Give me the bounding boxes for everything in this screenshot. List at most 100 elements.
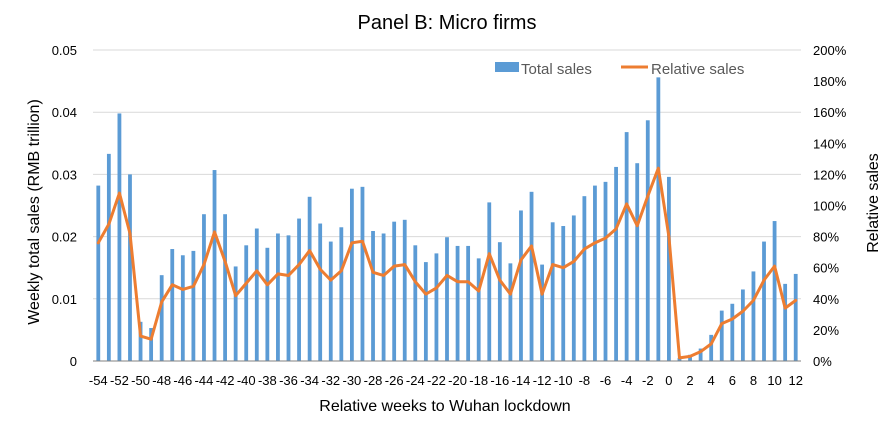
left-axis-ticks: 0 0.01 0.02 0.03 0.04 0.05 [52, 43, 77, 369]
x-tick-label: 2 [686, 373, 693, 388]
x-tick-label: -16 [490, 373, 509, 388]
x-tick-label: -40 [237, 373, 256, 388]
bar [180, 255, 185, 361]
bar [508, 263, 513, 361]
x-tick-label: 0 [665, 373, 672, 388]
legend-label-total-sales: Total sales [521, 61, 592, 78]
x-tick-label: -10 [554, 373, 573, 388]
bar [719, 310, 724, 361]
bar [96, 185, 101, 361]
bar [497, 242, 502, 361]
bar [191, 250, 196, 361]
x-tick-label: -2 [642, 373, 654, 388]
bar [381, 233, 386, 361]
bar [762, 241, 766, 361]
bar [624, 132, 629, 361]
bar [360, 186, 365, 361]
left-tick-label: 0.02 [52, 230, 77, 245]
bar [349, 188, 354, 361]
bar [276, 233, 280, 361]
x-tick-label: -14 [512, 373, 531, 388]
bar [540, 264, 545, 361]
right-tick-label: 180% [813, 74, 847, 89]
left-tick-label: 0 [70, 354, 77, 369]
x-tick-label: -36 [279, 373, 298, 388]
x-tick-label: -52 [110, 373, 129, 388]
bar [709, 334, 714, 361]
left-tick-label: 0.03 [52, 167, 77, 182]
bar [128, 174, 132, 361]
right-tick-label: 0% [813, 354, 832, 369]
x-tick-label: -4 [621, 373, 633, 388]
bar [413, 245, 418, 361]
bar [656, 77, 661, 362]
bar [307, 196, 312, 361]
x-tick-label: -44 [195, 373, 214, 388]
bar [487, 202, 492, 361]
left-tick-label: 0.05 [52, 43, 77, 58]
bar [593, 185, 597, 361]
bar [561, 226, 566, 361]
bar [170, 249, 175, 361]
bar [793, 273, 798, 361]
x-tick-label: -34 [300, 373, 319, 388]
x-tick-label: -6 [600, 373, 612, 388]
bar [434, 253, 439, 361]
x-tick-label: -54 [89, 373, 108, 388]
bar-series-total-sales [96, 77, 798, 362]
line-path [96, 166, 798, 360]
bar [402, 219, 407, 361]
bar [392, 221, 397, 361]
chart-title: Panel B: Micro firms [358, 12, 537, 34]
left-axis-title: Weekly total sales (RMB trillion) [26, 99, 43, 325]
bar [751, 271, 756, 361]
bar [571, 215, 576, 361]
bar [614, 166, 618, 361]
bar [772, 221, 777, 361]
x-tick-label: -38 [258, 373, 277, 388]
bar [603, 181, 608, 361]
left-tick-label: 0.04 [52, 105, 77, 120]
bar [740, 289, 745, 361]
x-tick-label: -26 [385, 373, 404, 388]
legend-swatch-total-sales [495, 62, 519, 72]
x-tick-label: -42 [216, 373, 235, 388]
bar [445, 237, 449, 361]
line-series-relative-sales [96, 166, 798, 360]
bar [233, 266, 238, 361]
bar [423, 262, 428, 361]
bar [202, 214, 206, 361]
bar [667, 176, 671, 361]
right-tick-label: 200% [813, 43, 847, 58]
left-tick-label: 0.01 [52, 292, 77, 307]
x-tick-label: -48 [152, 373, 171, 388]
bar [677, 357, 682, 361]
bar [783, 283, 788, 361]
bar [328, 241, 333, 361]
x-tick-label: 12 [788, 373, 802, 388]
bar [698, 348, 703, 361]
bar [635, 163, 640, 361]
bar [550, 222, 555, 361]
bar [519, 210, 523, 361]
x-tick-label: -28 [364, 373, 383, 388]
x-tick-label: -8 [579, 373, 591, 388]
bar [149, 328, 154, 361]
right-axis-title: Relative sales [865, 153, 882, 253]
bar [318, 223, 323, 361]
gridlines [93, 49, 801, 300]
right-tick-label: 80% [813, 230, 839, 245]
bar [730, 303, 735, 361]
x-tick-label: 10 [767, 373, 781, 388]
bar [645, 120, 650, 361]
x-tick-label: -32 [321, 373, 340, 388]
bar [297, 218, 301, 361]
bar [455, 245, 460, 361]
right-tick-label: 40% [813, 292, 839, 307]
right-tick-label: 120% [813, 167, 847, 182]
bar [286, 235, 291, 361]
x-axis-ticks: -54 -52 -50 -48 -46 -44 -42 -40 -38 -36 -34 -32 -30-… [89, 373, 803, 388]
right-tick-label: 160% [813, 105, 847, 120]
legend-label-relative-sales: Relative sales [651, 61, 744, 78]
bar [244, 245, 249, 361]
